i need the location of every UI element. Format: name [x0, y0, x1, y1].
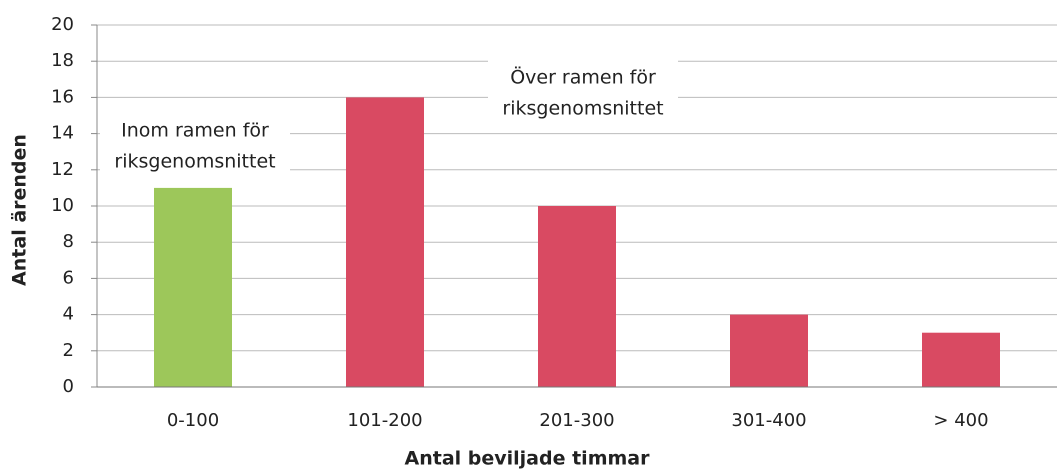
x-tick-label: 301-400: [731, 410, 806, 431]
annotation: Över ramen för: [510, 66, 656, 89]
y-tick-label: 2: [63, 340, 74, 361]
y-tick-label: 20: [51, 14, 74, 35]
bar: [538, 206, 616, 387]
x-tick-label: 101-200: [347, 410, 422, 431]
y-tick-label: 16: [51, 86, 74, 107]
bar: [154, 187, 232, 387]
annotation: Inom ramen för: [121, 120, 269, 142]
y-tick-label: 18: [51, 50, 74, 71]
annotation-bg: [488, 60, 678, 126]
bar: [346, 97, 424, 388]
x-tick-label: > 400: [933, 410, 988, 431]
bar: [922, 332, 1000, 387]
bar: [730, 314, 808, 387]
y-tick-label: 14: [51, 123, 74, 144]
annotation: riksgenomsnittet: [502, 98, 663, 120]
y-tick-label: 8: [63, 231, 74, 252]
annotation-bg: [100, 113, 290, 179]
x-axis-title: Antal beviljade timmar: [405, 448, 651, 470]
x-tick-label: 201-300: [539, 410, 614, 431]
x-tick-label: 0-100: [167, 410, 219, 431]
y-tick-label: 12: [51, 159, 74, 180]
y-tick-label: 4: [63, 304, 74, 325]
y-axis-title: Antal ärenden: [9, 134, 31, 286]
y-tick-label: 0: [63, 376, 74, 397]
y-tick-label: 10: [51, 195, 74, 216]
y-tick-label: 6: [63, 267, 74, 288]
annotation: riksgenomsnittet: [114, 151, 275, 173]
